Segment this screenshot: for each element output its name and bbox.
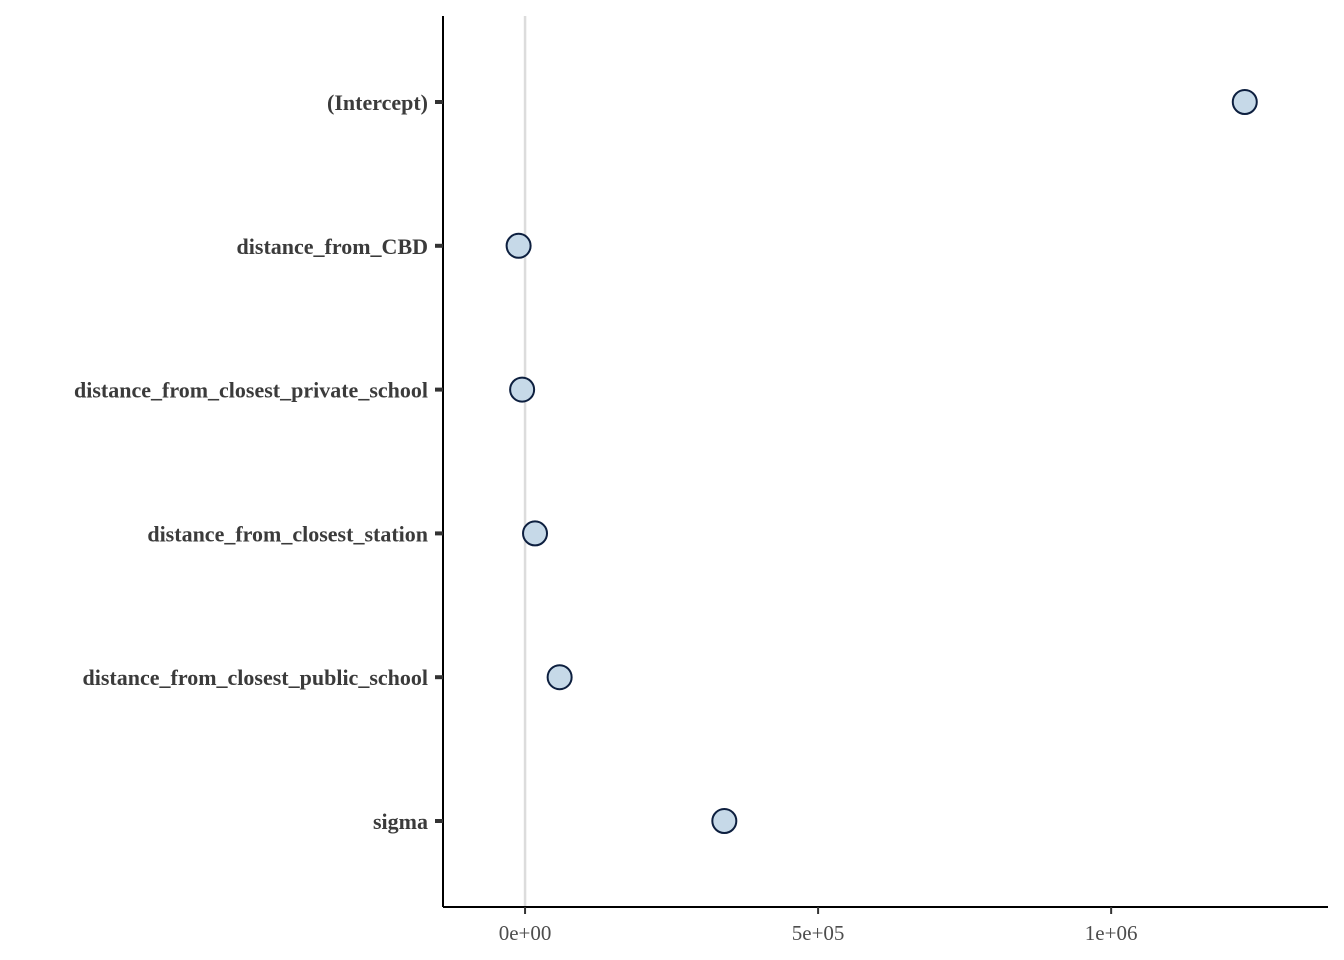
x-tick-label: 1e+06 <box>1085 921 1138 945</box>
coefficient-point <box>1231 89 1258 115</box>
x-tick-label: 5e+05 <box>792 921 845 945</box>
coefficient-point <box>509 376 536 403</box>
y-tick-label: distance_from_closest_private_school <box>74 378 428 403</box>
y-tick-label: sigma <box>373 809 428 834</box>
y-tick-label: distance_from_closest_public_school <box>83 665 428 690</box>
x-ticks: 0e+00 5e+05 1e+06 <box>499 907 1138 945</box>
y-tick-label: distance_from_closest_station <box>147 521 428 546</box>
y-ticks: (Intercept) distance_from_CBD distance_fro… <box>74 90 443 834</box>
coefficient-point <box>505 232 532 259</box>
coefficient-point <box>711 808 738 834</box>
y-tick-label: (Intercept) <box>327 90 428 115</box>
x-tick-label: 0e+00 <box>499 921 552 945</box>
points <box>505 89 1258 834</box>
coefficient-point <box>546 664 573 691</box>
coefficient-point <box>522 520 549 547</box>
y-tick-label: distance_from_CBD <box>237 234 428 259</box>
